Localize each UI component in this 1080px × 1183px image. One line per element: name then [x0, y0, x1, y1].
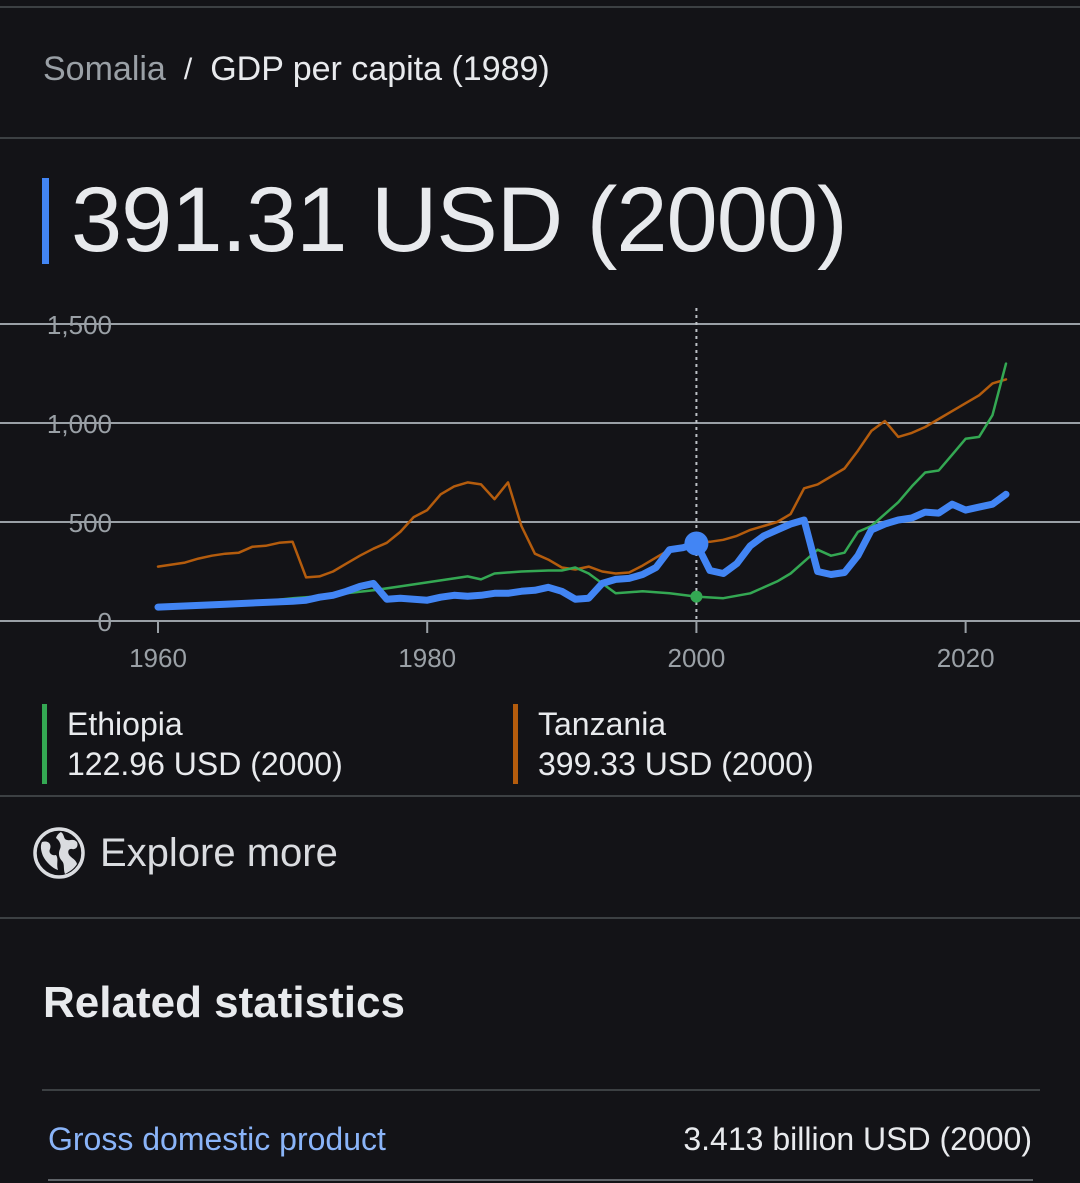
legend-divider [0, 795, 1080, 797]
breadcrumb: Somalia / GDP per capita (1989) [43, 50, 550, 89]
hover-point-somalia [684, 531, 709, 556]
explore-divider [0, 917, 1080, 919]
breadcrumb-current: GDP per capita (1989) [210, 50, 550, 88]
legend-value-tanzania: 399.33 USD (2000) [538, 746, 814, 782]
hover-point-ethiopia [690, 590, 703, 603]
legend-item-ethiopia: Ethiopia 122.96 USD (2000) [42, 704, 343, 784]
series-line-ethiopia [156, 362, 1008, 610]
x-tick-label: 2020 [937, 643, 995, 673]
explore-more-label: Explore more [100, 830, 338, 875]
series-line-tanzania [156, 378, 1008, 579]
headline-value-row: 391.31 USD (2000) [42, 168, 848, 273]
y-tick-label: 0 [98, 607, 112, 637]
x-tick-label: 1980 [398, 643, 456, 673]
breadcrumb-parent[interactable]: Somalia [43, 50, 166, 88]
y-tick-label: 1,000 [47, 409, 112, 439]
header-divider [0, 137, 1080, 139]
x-tick-label: 1960 [129, 643, 187, 673]
series-line-somalia [154, 490, 1010, 611]
explore-more-button[interactable]: Explore more [32, 826, 338, 880]
gdp-line-chart[interactable]: 0 500 1,000 1,500 1960 1980 2000 2020 [0, 290, 1080, 690]
globe-icon [33, 827, 85, 879]
top-divider [0, 6, 1080, 8]
legend-color-tanzania [513, 704, 518, 784]
x-tick-label: 2000 [667, 643, 725, 673]
legend-color-ethiopia [42, 704, 47, 784]
y-tick-label: 500 [69, 508, 112, 538]
related-stat-value: 3.413 billion USD (2000) [683, 1121, 1032, 1157]
headline-accent-bar [42, 177, 49, 264]
y-tick-label: 1,500 [47, 310, 112, 340]
headline-value: 391.31 USD (2000) [71, 169, 848, 271]
stat-row-underline [48, 1179, 1033, 1181]
related-statistics-title: Related statistics [43, 978, 405, 1027]
legend-name-ethiopia: Ethiopia [67, 706, 183, 742]
breadcrumb-separator: / [183, 52, 193, 86]
related-stat-name[interactable]: Gross domestic product [48, 1121, 386, 1157]
legend-item-tanzania: Tanzania 399.33 USD (2000) [513, 704, 814, 784]
related-stat-row[interactable]: Gross domestic product 3.413 billion USD… [42, 1089, 1040, 1183]
legend-name-tanzania: Tanzania [538, 706, 667, 742]
legend-value-ethiopia: 122.96 USD (2000) [67, 746, 343, 782]
